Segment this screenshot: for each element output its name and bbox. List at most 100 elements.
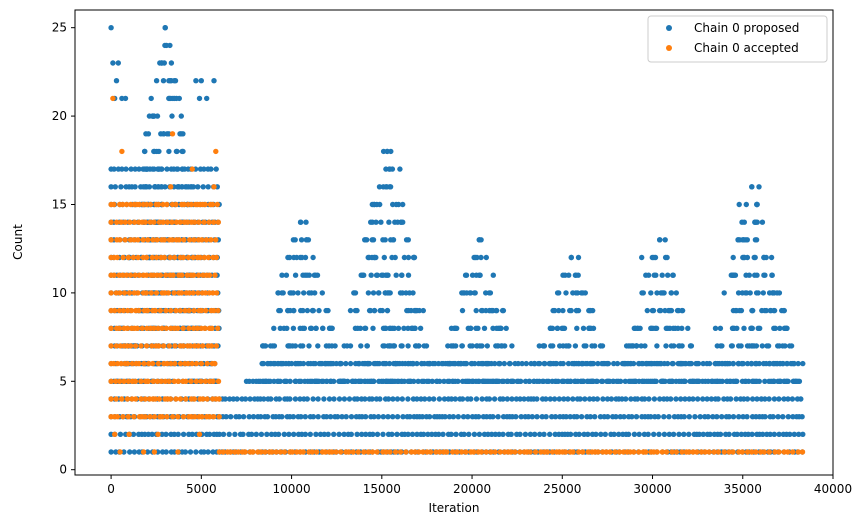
proposed-point: [700, 431, 706, 437]
proposed-point: [403, 237, 410, 243]
proposed-point: [313, 325, 319, 331]
proposed-point: [766, 360, 773, 367]
accepted-point: [643, 449, 649, 455]
proposed-point: [664, 254, 670, 261]
proposed-point: [483, 254, 489, 261]
proposed-point: [292, 272, 299, 278]
proposed-point: [413, 343, 419, 349]
proposed-point: [567, 431, 574, 437]
proposed-point: [705, 414, 711, 420]
accepted-point: [212, 360, 218, 367]
proposed-point: [567, 378, 574, 384]
proposed-point: [405, 431, 411, 437]
proposed-point: [261, 396, 267, 402]
proposed-point: [539, 378, 546, 384]
accepted-point: [365, 449, 372, 455]
accepted-point: [163, 307, 169, 314]
accepted-point: [149, 343, 155, 349]
accepted-point: [170, 414, 176, 420]
proposed-point: [196, 95, 203, 102]
accepted-point: [114, 219, 120, 225]
proposed-point: [552, 431, 558, 437]
proposed-point: [676, 431, 682, 437]
accepted-point: [134, 325, 141, 331]
proposed-point: [436, 431, 442, 437]
proposed-point: [741, 396, 747, 402]
proposed-point: [771, 307, 778, 314]
proposed-point: [589, 378, 596, 384]
proposed-point: [365, 378, 371, 384]
proposed-point: [719, 414, 725, 420]
accepted-point: [121, 378, 127, 384]
accepted-point: [166, 378, 172, 384]
accepted-point: [154, 237, 160, 243]
proposed-point: [738, 431, 745, 437]
proposed-point: [240, 431, 246, 437]
proposed-point: [230, 396, 237, 402]
proposed-point: [565, 396, 571, 402]
accepted-point: [142, 396, 148, 402]
proposed-point: [532, 360, 538, 367]
accepted-point: [204, 396, 210, 402]
proposed-point: [277, 325, 283, 331]
accepted-point: [117, 290, 123, 296]
accepted-point: [195, 290, 201, 296]
proposed-point: [573, 307, 580, 314]
accepted-point: [108, 237, 114, 243]
proposed-point: [471, 290, 478, 296]
proposed-point: [616, 431, 622, 437]
proposed-point: [561, 325, 568, 331]
proposed-point: [299, 254, 305, 261]
accepted-point: [196, 431, 203, 437]
accepted-point: [492, 449, 498, 455]
accepted-point: [155, 360, 162, 367]
proposed-point: [121, 449, 127, 455]
accepted-point: [123, 201, 130, 208]
proposed-point: [762, 272, 768, 278]
accepted-point: [210, 290, 216, 296]
proposed-point: [789, 396, 796, 402]
proposed-point: [746, 272, 752, 278]
proposed-point: [537, 431, 543, 437]
proposed-point: [679, 343, 685, 349]
proposed-point: [156, 148, 162, 155]
accepted-point: [164, 414, 170, 420]
accepted-point: [184, 219, 191, 225]
proposed-point: [308, 325, 315, 331]
proposed-point: [380, 272, 386, 278]
accepted-point: [175, 414, 181, 420]
accepted-point: [169, 131, 176, 137]
proposed-point: [636, 360, 642, 367]
proposed-point: [473, 307, 479, 314]
accepted-point: [454, 449, 460, 455]
proposed-point: [405, 254, 412, 261]
proposed-point: [300, 360, 307, 367]
proposed-point: [407, 378, 413, 384]
proposed-point: [166, 78, 172, 84]
proposed-point: [302, 414, 308, 420]
accepted-point: [172, 343, 178, 349]
accepted-point: [122, 219, 128, 225]
proposed-point: [521, 396, 527, 402]
accepted-point: [183, 378, 189, 384]
accepted-point: [128, 307, 135, 314]
proposed-point: [326, 396, 333, 402]
accepted-point: [188, 378, 194, 384]
accepted-point: [191, 219, 198, 225]
accepted-point: [433, 449, 439, 455]
accepted-point: [215, 307, 221, 314]
proposed-point: [509, 343, 515, 349]
accepted-point: [210, 201, 216, 208]
proposed-point: [304, 396, 310, 402]
accepted-point: [180, 325, 186, 331]
accepted-point: [206, 272, 213, 278]
accepted-point: [138, 378, 144, 384]
proposed-point: [753, 290, 760, 296]
proposed-point: [669, 360, 675, 367]
accepted-point: [544, 449, 551, 455]
proposed-point: [749, 325, 755, 331]
proposed-point: [441, 378, 447, 384]
proposed-point: [649, 307, 656, 314]
proposed-point: [166, 131, 172, 137]
proposed-point: [754, 396, 760, 402]
